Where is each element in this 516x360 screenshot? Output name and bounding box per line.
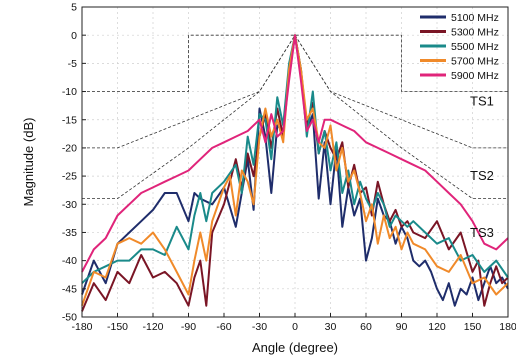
mask-line-ts2 [82, 34, 508, 149]
series-line-5900-mhz [81, 34, 509, 273]
x-tick-label-2: -120 [142, 321, 163, 333]
mask-label-ts1: TS1 [470, 94, 494, 109]
series-lines [81, 34, 509, 312]
x-tick-label-0: -180 [71, 321, 92, 333]
x-tick-label-5: -30 [252, 321, 267, 333]
x-tick-label-3: -90 [181, 321, 196, 333]
y-tick-label-0: 5 [71, 2, 77, 14]
mask-labels: TS1 TS2 TS3 [470, 94, 494, 240]
y-tick-label-10: -45 [62, 283, 77, 295]
mask-line-ts3 [82, 34, 508, 199]
y-tick-label-4: -15 [62, 114, 77, 126]
y-tick-label-1: 0 [71, 30, 77, 42]
legend-label-0: 5100 MHz [451, 12, 499, 24]
x-tick-label-9: 90 [396, 321, 408, 333]
x-tick-label-11: 150 [464, 321, 482, 333]
mask-label-ts2: TS2 [470, 168, 494, 183]
x-tick-label-12: 180 [499, 321, 516, 333]
series-line-5300-mhz [81, 34, 509, 312]
y-tick-label-2: -5 [68, 58, 77, 70]
legend-label-4: 5900 MHz [451, 70, 499, 82]
x-tick-labels: -180 -150 -120 -90 -60 -30 0 30 60 90 120 150 180 [71, 313, 516, 333]
y-tick-label-11: -50 [62, 312, 77, 324]
x-axis-label: Angle (degree) [252, 340, 338, 355]
x-tick-label-6: 0 [292, 321, 298, 333]
y-tick-label-7: -30 [62, 199, 77, 211]
series-line-5700-mhz [81, 34, 509, 307]
legend: 5100 MHz 5300 MHz 5500 MHz 5700 MHz 5900 MHz [420, 12, 499, 82]
y-tick-label-6: -25 [62, 171, 77, 183]
x-tick-label-4: -60 [216, 321, 231, 333]
x-tick-label-7: 30 [325, 321, 337, 333]
y-tick-label-8: -35 [62, 227, 77, 239]
mask-lines [82, 34, 508, 199]
y-tick-labels: 5 0 -5 -10 -15 -20 -25 -30 -35 -40 -45 -50 [62, 2, 86, 324]
y-axis-label: Magnitude (dB) [21, 118, 36, 207]
legend-label-3: 5700 MHz [451, 55, 499, 67]
x-tick-label-8: 60 [360, 321, 372, 333]
legend-label-1: 5300 MHz [451, 26, 499, 38]
x-tick-label-10: 120 [428, 321, 446, 333]
series-line-5100-mhz [81, 34, 509, 307]
y-tick-label-5: -20 [62, 143, 77, 155]
y-tick-label-3: -10 [62, 86, 77, 98]
legend-label-2: 5500 MHz [451, 41, 499, 53]
y-tick-label-9: -40 [62, 255, 77, 267]
x-tick-label-1: -150 [107, 321, 128, 333]
mask-label-ts3: TS3 [470, 225, 494, 240]
